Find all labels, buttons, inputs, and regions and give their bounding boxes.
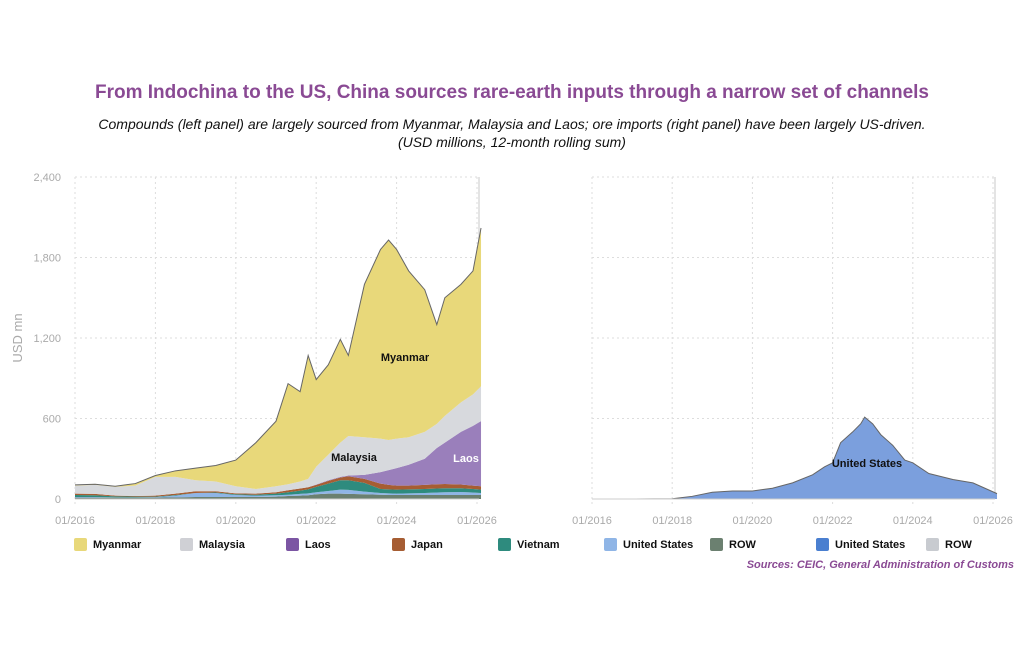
x-tick-label: 01/2026 (973, 515, 1013, 527)
legend-swatch (816, 538, 829, 551)
legend-swatch (926, 538, 939, 551)
x-tick-label: 01/2020 (733, 515, 773, 527)
area-label-myanmar: Myanmar (381, 352, 430, 364)
x-tick-label: 01/2022 (813, 515, 853, 527)
legend-label: Myanmar (93, 538, 142, 551)
x-tick-label: 01/2016 (55, 515, 95, 527)
chart-title: From Indochina to the US, China sources … (94, 82, 929, 103)
area-label-malaysia: Malaysia (331, 452, 378, 464)
legend-label: Laos (305, 538, 331, 551)
x-tick-label: 01/2020 (216, 515, 256, 527)
area-japan (75, 476, 482, 497)
area-label-united-states: United States (832, 458, 902, 470)
x-tick-label: 01/2022 (296, 515, 336, 527)
legend-item-vietnam[interactable]: Vietnam (498, 538, 604, 551)
legend-label: Vietnam (517, 538, 560, 551)
x-tick-label: 01/2018 (652, 515, 692, 527)
y-tick-label: 2,400 (33, 172, 61, 184)
legend-label: Japan (411, 538, 443, 551)
legend-swatch (392, 538, 405, 551)
area-row (75, 493, 482, 499)
legend-swatch (710, 538, 723, 551)
area-laos (75, 421, 482, 497)
total-outline (74, 227, 482, 487)
total-outline (592, 416, 998, 500)
area-malaysia (75, 386, 482, 497)
legend-label: United States (623, 538, 694, 551)
legend-item-united-states[interactable]: United States (816, 538, 926, 551)
legend-label: ROW (945, 538, 972, 551)
legend-item-japan[interactable]: Japan (392, 538, 498, 551)
legend-item-laos[interactable]: Laos (286, 538, 392, 551)
source-note: Sources: CEIC, General Administration of… (746, 559, 1014, 571)
area-myanmar (75, 227, 482, 489)
y-tick-label: 1,200 (33, 333, 61, 345)
y-tick-label: 0 (55, 494, 61, 506)
area-united-states (592, 417, 998, 499)
legend-swatch (498, 538, 511, 551)
legend-swatch (286, 538, 299, 551)
x-tick-label: 01/2016 (572, 515, 612, 527)
x-tick-label: 01/2024 (893, 515, 933, 527)
y-tick-label: 1,800 (33, 253, 61, 265)
left-panel: 01/2016 01/2018 01/2020 01/2022 01/2024 01/20… (10, 172, 497, 527)
x-tick-label: 01/2024 (377, 515, 417, 527)
legend-label: ROW (729, 538, 756, 551)
area-united-states (75, 489, 482, 498)
legend-swatch (74, 538, 87, 551)
area-label-laos: Laos (453, 453, 479, 465)
right-panel: 01/2016 01/2018 01/2020 01/2022 01/2024 01/20… (572, 176, 1013, 527)
legend-item-malaysia[interactable]: Malaysia (180, 538, 286, 551)
chart-subtitle: Compounds (left panel) are largely sourc… (98, 116, 926, 150)
legend-label: United States (835, 538, 906, 551)
legend-item-myanmar[interactable]: Myanmar (74, 538, 180, 551)
x-tick-label: 01/2018 (136, 515, 176, 527)
legend-item-united-states[interactable]: United States (604, 538, 710, 551)
legend: Myanmar Malaysia Laos Japan Vietnam United St… (74, 538, 1024, 551)
legend-swatch (180, 538, 193, 551)
legend-item-row[interactable]: ROW (926, 538, 1024, 551)
y-axis-label: USD mn (10, 313, 25, 362)
x-tick-label: 01/2026 (457, 515, 497, 527)
legend-item-row[interactable]: ROW (710, 538, 816, 551)
y-tick-label: 600 (43, 414, 61, 426)
legend-label: Malaysia (199, 538, 245, 551)
area-vietnam (75, 480, 482, 498)
legend-swatch (604, 538, 617, 551)
